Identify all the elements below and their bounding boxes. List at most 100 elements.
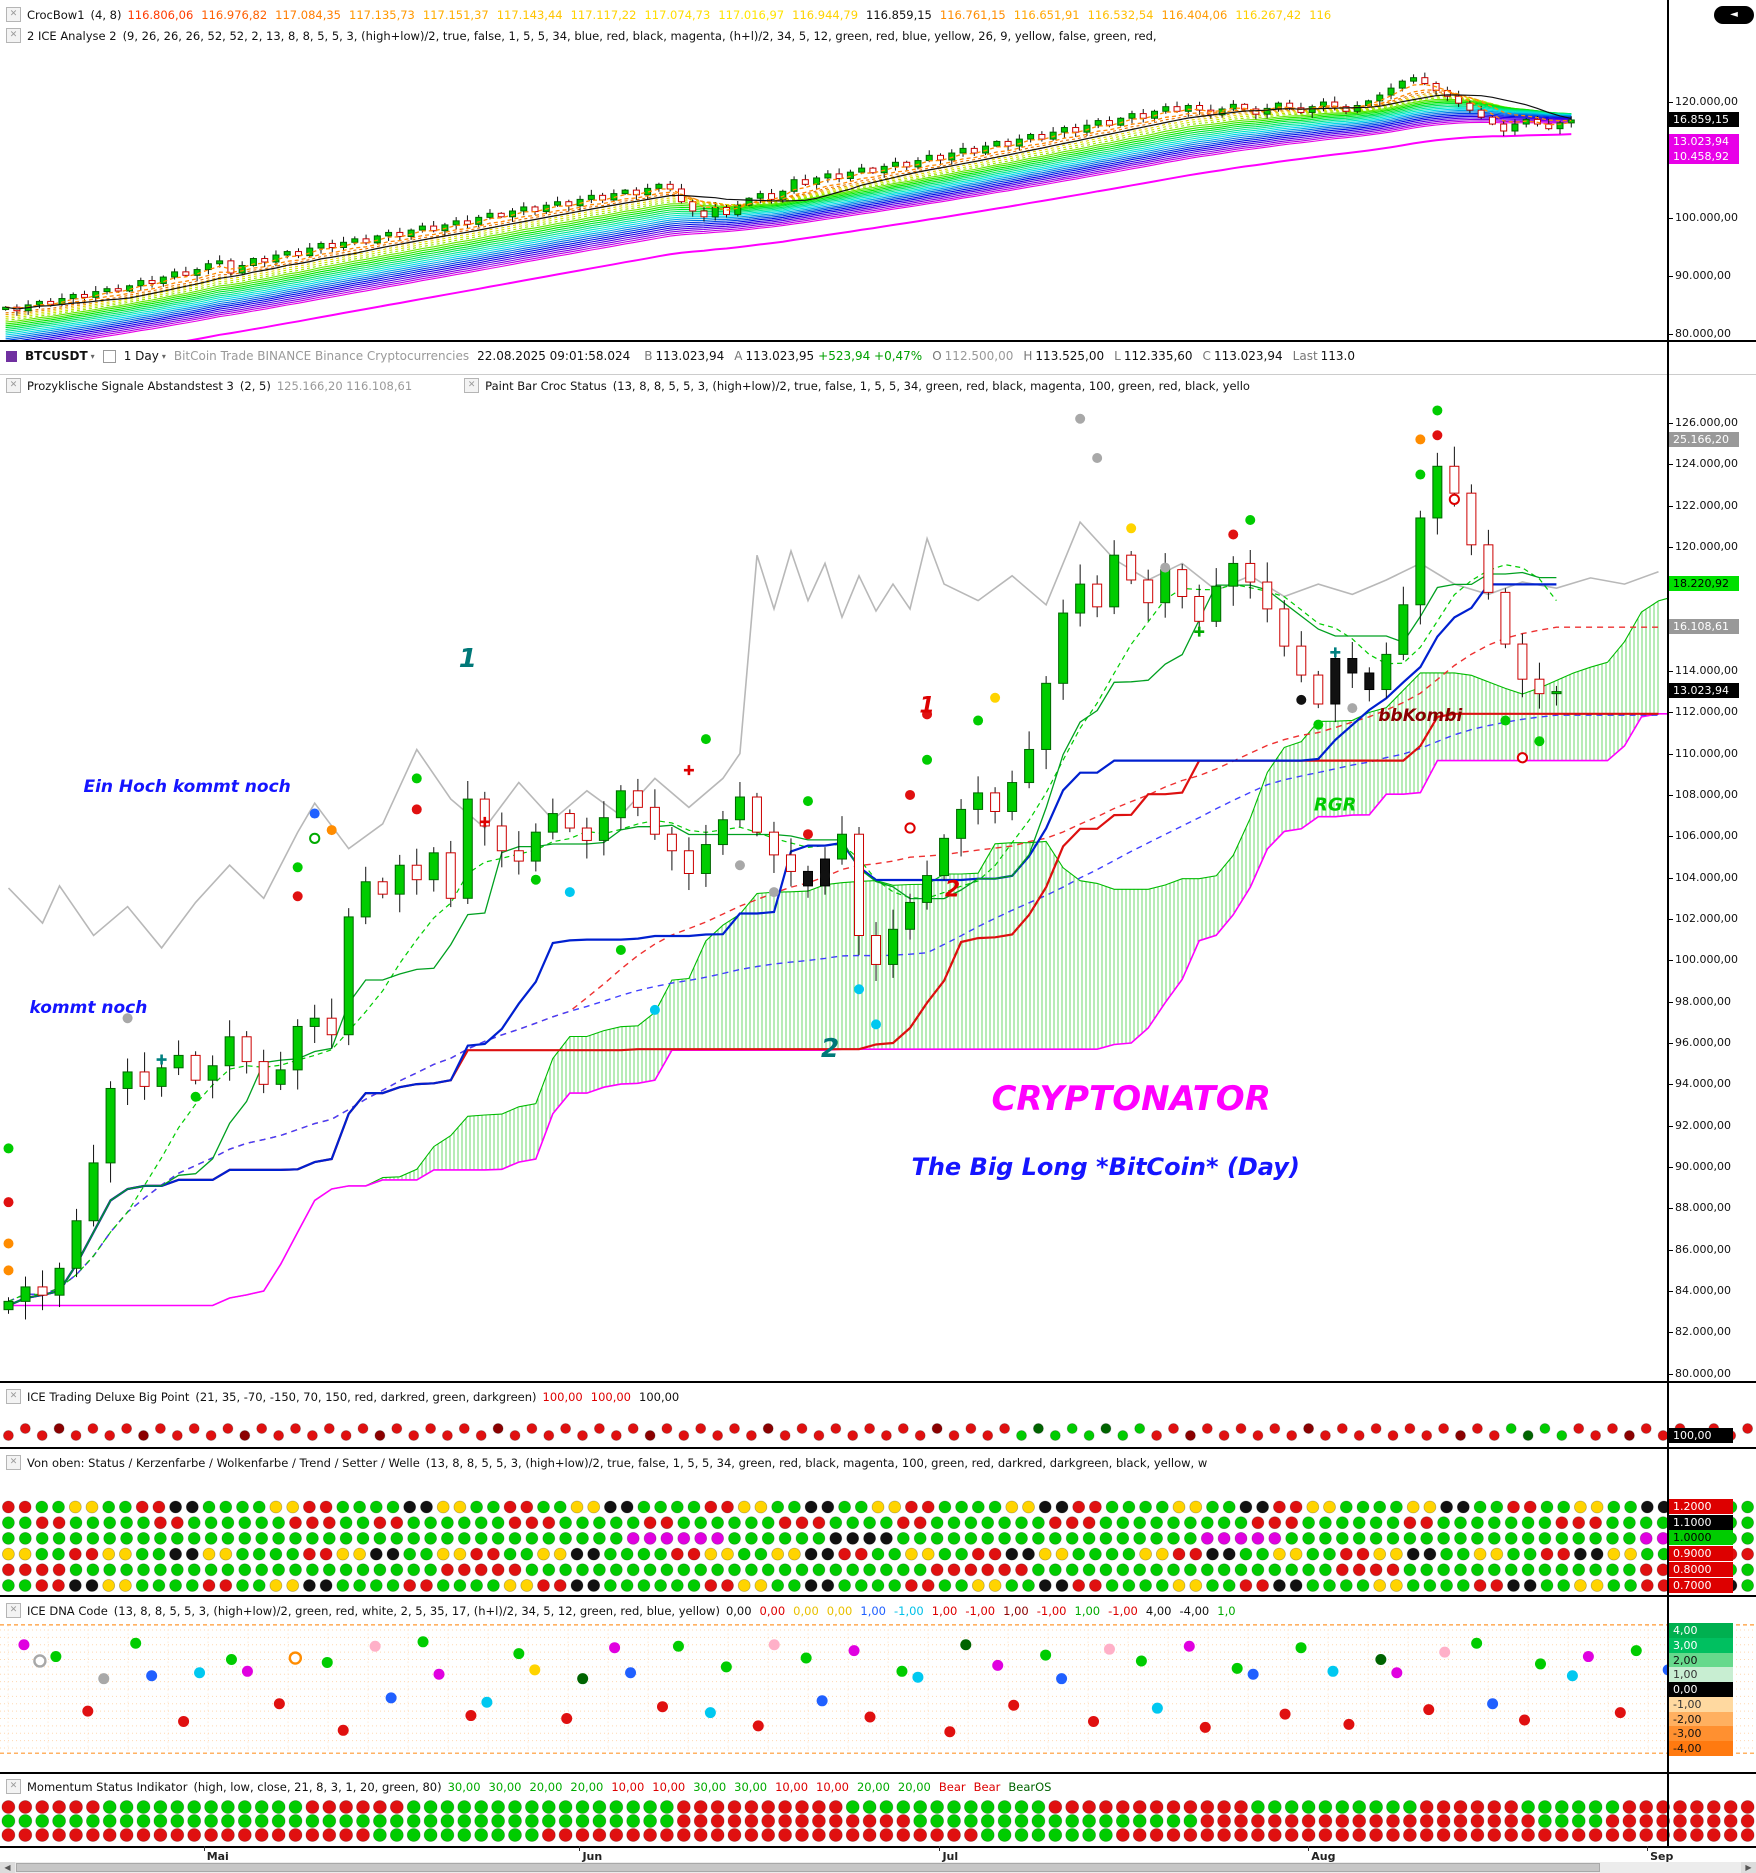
price-badge: -1,00 <box>1669 1696 1733 1712</box>
scroll-left-icon[interactable]: ◀ <box>0 1862 15 1873</box>
indicator-value: 116.806,06 <box>127 7 194 22</box>
indicator-value: 1,00 <box>860 1603 886 1618</box>
indicator-value: 20,00 <box>529 1779 563 1794</box>
axis-label: 80.000,00 <box>1668 1366 1731 1380</box>
dna-code-canvas <box>0 1624 1756 1754</box>
indicator-checkbox[interactable]: ✕ <box>6 1603 21 1618</box>
indicator-value: -1,00 <box>1108 1603 1138 1618</box>
panel-divider <box>0 1381 1756 1383</box>
axis-label: 122.000,00 <box>1668 498 1738 512</box>
panel-divider <box>0 1772 1756 1774</box>
big-point-dots-canvas <box>2 1423 1753 1441</box>
chart-annotation: RGR <box>1314 794 1357 816</box>
indicator-checkbox[interactable]: ✕ <box>464 378 480 393</box>
axis-label: 90.000,00 <box>1668 268 1731 282</box>
timeframe-icon <box>102 349 116 363</box>
time-axis-label: Aug <box>1311 1850 1336 1863</box>
axis-label: 104.000,00 <box>1668 870 1738 884</box>
price-badge: 2,00 <box>1669 1652 1733 1668</box>
indicator-value: 20,00 <box>856 1779 890 1794</box>
indicator-values: 116.806,06 116.976,82 117.084,35 117.135,73… <box>127 8 1339 22</box>
indicator-value: 116.267,42 <box>1235 7 1302 22</box>
indicator-checkbox[interactable]: ✕ <box>6 1455 21 1470</box>
quote-field-value: 112.500,00 <box>944 349 1014 363</box>
indicator-checkbox[interactable]: ✕ <box>6 378 21 393</box>
indicator-value: 20,00 <box>570 1779 604 1794</box>
indicator-values: 125.166,20 116.108,61 <box>276 378 413 393</box>
axis-label: 98.000,00 <box>1668 994 1731 1008</box>
quote-fields: B 113.023,94 A 113.023,95 +523,94 +0,47% O 112… <box>638 349 1359 363</box>
quote-field-value: 113.023,94 <box>655 349 725 363</box>
axis-label: 100.000,00 <box>1668 210 1738 224</box>
indicator-params: (13, 8, 8, 5, 5, 3, (high+low)/2, true, … <box>425 1455 1208 1470</box>
symbol-label: BTCUSDT <box>25 349 88 363</box>
price-badge: 4,00 <box>1669 1623 1733 1638</box>
axis-label: 96.000,00 <box>1668 1035 1731 1049</box>
main-chart-canvas[interactable] <box>0 396 1756 1382</box>
time-axis-tick <box>1308 1846 1310 1851</box>
scroll-right-icon[interactable]: ▶ <box>1741 1862 1756 1873</box>
indicator-value: 4,00 <box>1145 1603 1172 1618</box>
indicator-params: (13, 8, 8, 5, 5, 3, (high+low)/2, green,… <box>113 1603 720 1618</box>
chart-annotation: CRYPTONATOR <box>991 1078 1271 1119</box>
toolbar: BTCUSDT ▾ 1 Day ▾ BitCoin Trade BINANCE … <box>0 342 1756 375</box>
axis-label: 92.000,00 <box>1668 1118 1731 1132</box>
indicator-value: 100,00 <box>639 1389 680 1404</box>
main-chart-panel: 1 Ein Hoch kommt noch kommt noch 1 2 2 C… <box>0 396 1756 1382</box>
indicator-checkbox[interactable]: ✕ <box>6 28 21 43</box>
quote-field-value: 113.023,94 <box>1213 349 1283 363</box>
indicator-value: -1,00 <box>1036 1603 1067 1618</box>
indicator-value: 116.761,15 <box>939 7 1006 22</box>
axis-label: 120.000,00 <box>1668 95 1738 109</box>
indicator-value: 117.016,97 <box>718 7 785 22</box>
indicator-checkbox[interactable]: ✕ <box>6 1779 21 1794</box>
symbol-select[interactable]: BTCUSDT ▾ <box>25 349 95 363</box>
indicator-checkbox[interactable]: ✕ <box>6 7 21 22</box>
quote-field-label: O <box>932 349 942 363</box>
indicator-value: 117.135,73 <box>349 7 415 22</box>
price-badge: 1.0000 <box>1669 1530 1733 1546</box>
indicator-value: 30,00 <box>734 1779 768 1794</box>
quote-field-label: C <box>1202 349 1211 363</box>
indicator-name: 2 ICE Analyse 2 <box>27 28 117 43</box>
price-badge: 100,00 <box>1669 1428 1733 1443</box>
chart-annotation: 1 <box>458 643 477 674</box>
axis-label: 80.000,00 <box>1668 326 1731 340</box>
price-badge: 18.220,92 <box>1669 575 1739 591</box>
axis-label: 120.000,00 <box>1668 539 1738 553</box>
indicator-params: (13, 8, 8, 5, 5, 3, (high+low)/2, true, … <box>612 378 1250 393</box>
overview-chart-canvas[interactable] <box>0 0 1667 342</box>
chevron-down-icon: ▾ <box>161 351 166 361</box>
indicator-params: (2, 5) <box>239 378 271 393</box>
axis-label: 114.000,00 <box>1668 663 1738 677</box>
indicator-value: 116 <box>1309 7 1332 22</box>
price-badge: 16.859,15 <box>1669 112 1739 128</box>
price-badge: 13.023,94 <box>1669 683 1739 699</box>
axis-label: 110.000,00 <box>1668 746 1738 760</box>
scrollbar-thumb[interactable] <box>16 1863 1600 1872</box>
indicator-params: (high, low, close, 21, 8, 3, 1, 20, gree… <box>193 1779 442 1794</box>
chart-annotation: 2 <box>944 877 961 903</box>
indicator-value: 116.532,54 <box>1087 7 1154 22</box>
quote-field-value: 112.335,60 <box>1123 349 1193 363</box>
indicator-value: 30,00 <box>447 1779 481 1794</box>
axis-label: 100.000,00 <box>1668 953 1738 967</box>
chart-annotation: 1 <box>919 693 935 719</box>
chart-annotation: 2 <box>821 1034 840 1065</box>
axis-label: 124.000,00 <box>1668 457 1738 471</box>
axis-label: 102.000,00 <box>1668 911 1738 925</box>
quote-field-value: 113.023,95 <box>745 349 815 363</box>
quote-field-label: Last <box>1292 349 1318 363</box>
timeframe-select[interactable]: 1 Day ▾ <box>124 349 166 363</box>
quote-field-value: +523,94 +0,47% <box>818 349 923 363</box>
collapse-panel-button[interactable]: ◄ <box>1714 6 1754 24</box>
horizontal-scrollbar[interactable]: ◀ ▶ <box>0 1862 1756 1873</box>
overview-chart-panel: ✕ CrocBow1 (4, 8) 116.806,06 116.976,82 11… <box>0 0 1756 342</box>
indicator-params: (4, 8) <box>90 7 122 22</box>
indicator-name: Von oben: Status / Kerzenfarbe / Wolkenf… <box>27 1455 420 1470</box>
time-axis-tick <box>1647 1846 1649 1851</box>
price-badge: 0.9000 <box>1669 1546 1733 1562</box>
time-axis-tick <box>939 1846 941 1851</box>
indicator-checkbox[interactable]: ✕ <box>6 1389 21 1404</box>
